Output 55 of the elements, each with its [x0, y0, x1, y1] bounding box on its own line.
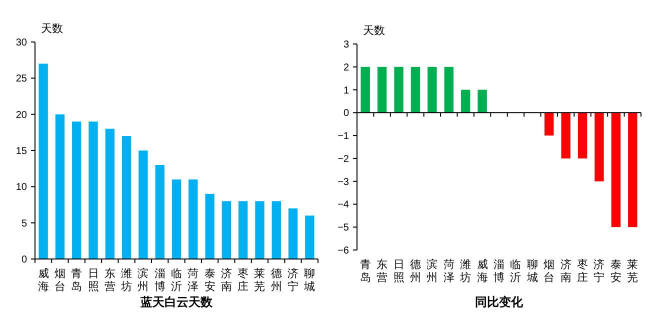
x-tick-label: 菏泽 [443, 258, 454, 284]
x-axis-title: 同比变化 [475, 295, 524, 309]
x-tick-label: 泰安 [204, 268, 216, 293]
x-tick-label: 聊城 [303, 268, 316, 293]
y-tick-label: 5 [21, 218, 28, 230]
y-tick-label: 0 [21, 254, 28, 266]
x-tick-label: 济宁 [594, 258, 605, 284]
x-tick-label: 枣庄 [238, 267, 249, 293]
y-axis-title: 天数 [41, 23, 63, 35]
x-tick-label: 滨州 [138, 267, 149, 293]
x-axis-title: 蓝天白云天数 [140, 295, 214, 309]
x-tick-label: 莱芜 [627, 258, 638, 284]
x-tick-label: 青岛 [360, 258, 371, 284]
x-tick-label: 济宁 [288, 267, 299, 293]
x-tick-label: 泰安 [610, 259, 622, 284]
y-tick-label: 15 [16, 146, 28, 157]
x-tick-label: 临沂 [171, 268, 182, 293]
x-tick-label: 德州 [270, 268, 282, 293]
y-tick-label: 3 [343, 40, 350, 50]
y-tick-label: 1 [343, 85, 350, 96]
y-tick-label: 25 [16, 74, 28, 85]
y-tick-label: 20 [16, 110, 28, 121]
x-tick-label: 枣庄 [577, 258, 588, 284]
x-tick-label: 威海 [38, 267, 49, 293]
x-tick-label: 威海 [476, 258, 488, 284]
x-tick-label: 青岛 [71, 267, 82, 293]
y-tick-label: −1 [338, 131, 350, 142]
x-tick-label: 淄博 [494, 259, 504, 284]
y-tick-label: −2 [338, 154, 350, 165]
y-tick-label: −5 [338, 222, 350, 234]
x-tick-label: 东营 [376, 258, 388, 284]
x-tick-label: 菏泽 [188, 267, 199, 293]
x-tick-label: 济南 [560, 258, 572, 284]
x-tick-label: 滨州 [426, 258, 438, 284]
x-tick-label: 淄博 [154, 268, 166, 293]
x-tick-label: 烟台 [54, 268, 66, 293]
y-tick-label: −3 [338, 176, 350, 188]
x-tick-label: 德州 [410, 259, 421, 284]
x-tick-label: 日照 [88, 268, 99, 293]
x-tick-label: 济南 [220, 267, 232, 293]
x-tick-label: 东营 [104, 267, 116, 293]
x-tick-label: 聊城 [526, 259, 538, 284]
x-tick-label: 莱芜 [254, 267, 266, 293]
y-tick-label: −6 [338, 246, 350, 256]
y-tick-label: 2 [343, 62, 350, 74]
x-tick-label: 潍坊 [459, 259, 472, 284]
y-tick-label: −4 [338, 200, 350, 211]
y-tick-label: 0 [343, 108, 350, 120]
y-axis-title: 天数 [363, 25, 385, 37]
x-tick-label: 烟台 [544, 259, 555, 284]
x-tick-label: 临沂 [510, 259, 522, 284]
x-tick-label: 潍坊 [120, 268, 132, 293]
x-tick-label: 日照 [393, 259, 404, 284]
y-tick-label: 10 [16, 182, 28, 194]
y-tick-label: 30 [16, 38, 28, 48]
